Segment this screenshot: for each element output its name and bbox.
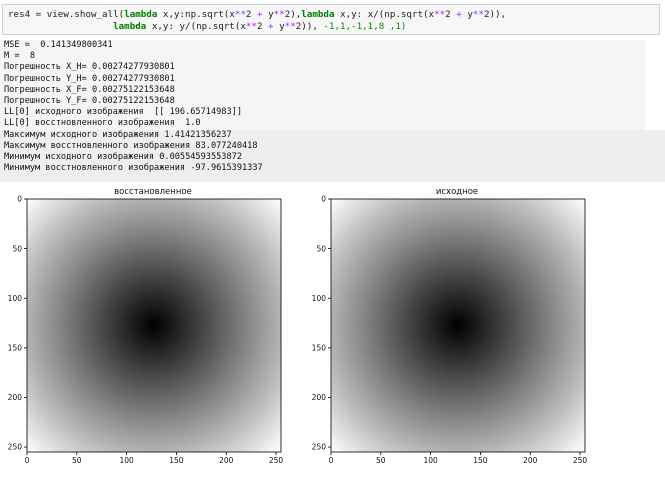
x-tick-label: 100 [119, 456, 134, 465]
y-tick-label: 250 [312, 443, 327, 452]
x-tick-label: 150 [169, 456, 184, 465]
x-tick-label: 200 [523, 456, 538, 465]
x-tick-label: 0 [329, 456, 334, 465]
plot-title: исходное [436, 187, 478, 197]
output-line: Погрешность X_H= 0.00274277930801 [4, 62, 175, 73]
output-line: Погрешность X_F= 0.00275122153648 [4, 84, 175, 95]
y-tick-label: 150 [8, 344, 23, 353]
axes-frame [330, 198, 586, 453]
x-tick-label: 150 [473, 456, 488, 465]
output-line: LL[0] исходного изображения [[ 196.65714… [4, 107, 242, 118]
x-tick-label: 100 [423, 456, 438, 465]
image-heatmap [27, 199, 281, 452]
x-tick-label: 0 [25, 456, 30, 465]
x-tick-label: 200 [219, 456, 234, 465]
output-line: LL[0] восстновленного изображения 1.0 [4, 118, 201, 129]
output-line: Максимум исходного изображения 1.4142135… [4, 129, 232, 140]
y-tick-label: 150 [312, 344, 327, 353]
y-tick-label: 0 [321, 195, 326, 204]
output-line: Погрешность Y_H= 0.00274277930801 [4, 73, 175, 84]
x-tick-label: 50 [376, 456, 386, 465]
output-line: Минимум исходного изображения 0.00554593… [4, 152, 242, 163]
axes-frame [26, 198, 282, 453]
y-tick-label: 0 [17, 195, 22, 204]
y-tick-label: 200 [312, 393, 327, 402]
y-tick-label: 200 [8, 393, 23, 402]
code-input[interactable]: res4 = view.show_all(lambda x,y:np.sqrt(… [8, 9, 507, 32]
y-tick-label: 50 [12, 244, 22, 253]
output-area-top [0, 40, 645, 130]
y-tick-label: 50 [316, 244, 326, 253]
output-line: MSE = 0.141349800341 [4, 40, 113, 50]
output-line: M = 8 [4, 51, 36, 62]
output-line: Максимум восстновленного изображения 83.… [4, 140, 258, 151]
y-tick-label: 100 [8, 294, 23, 303]
stdout-output: MSE = 0.141349800341 M = 8 Погрешность X… [4, 40, 263, 174]
x-tick-label: 250 [269, 456, 284, 465]
code-cell[interactable]: res4 = view.show_all(lambda x,y:np.sqrt(… [2, 4, 660, 35]
image-heatmap [331, 199, 585, 452]
y-tick-label: 100 [312, 294, 327, 303]
plot-left: восстановленное 0 50 100 150 200 250050100150… [8, 187, 284, 465]
y-tick-label: 250 [8, 443, 23, 452]
x-tick-label: 50 [72, 456, 82, 465]
output-line: Погрешность Y_F= 0.00275122153648 [4, 96, 175, 107]
x-tick-label: 250 [573, 456, 588, 465]
plot-title: восстановленное [114, 187, 192, 197]
output-line: Минимум восстновленного изображения -97.… [4, 163, 263, 174]
